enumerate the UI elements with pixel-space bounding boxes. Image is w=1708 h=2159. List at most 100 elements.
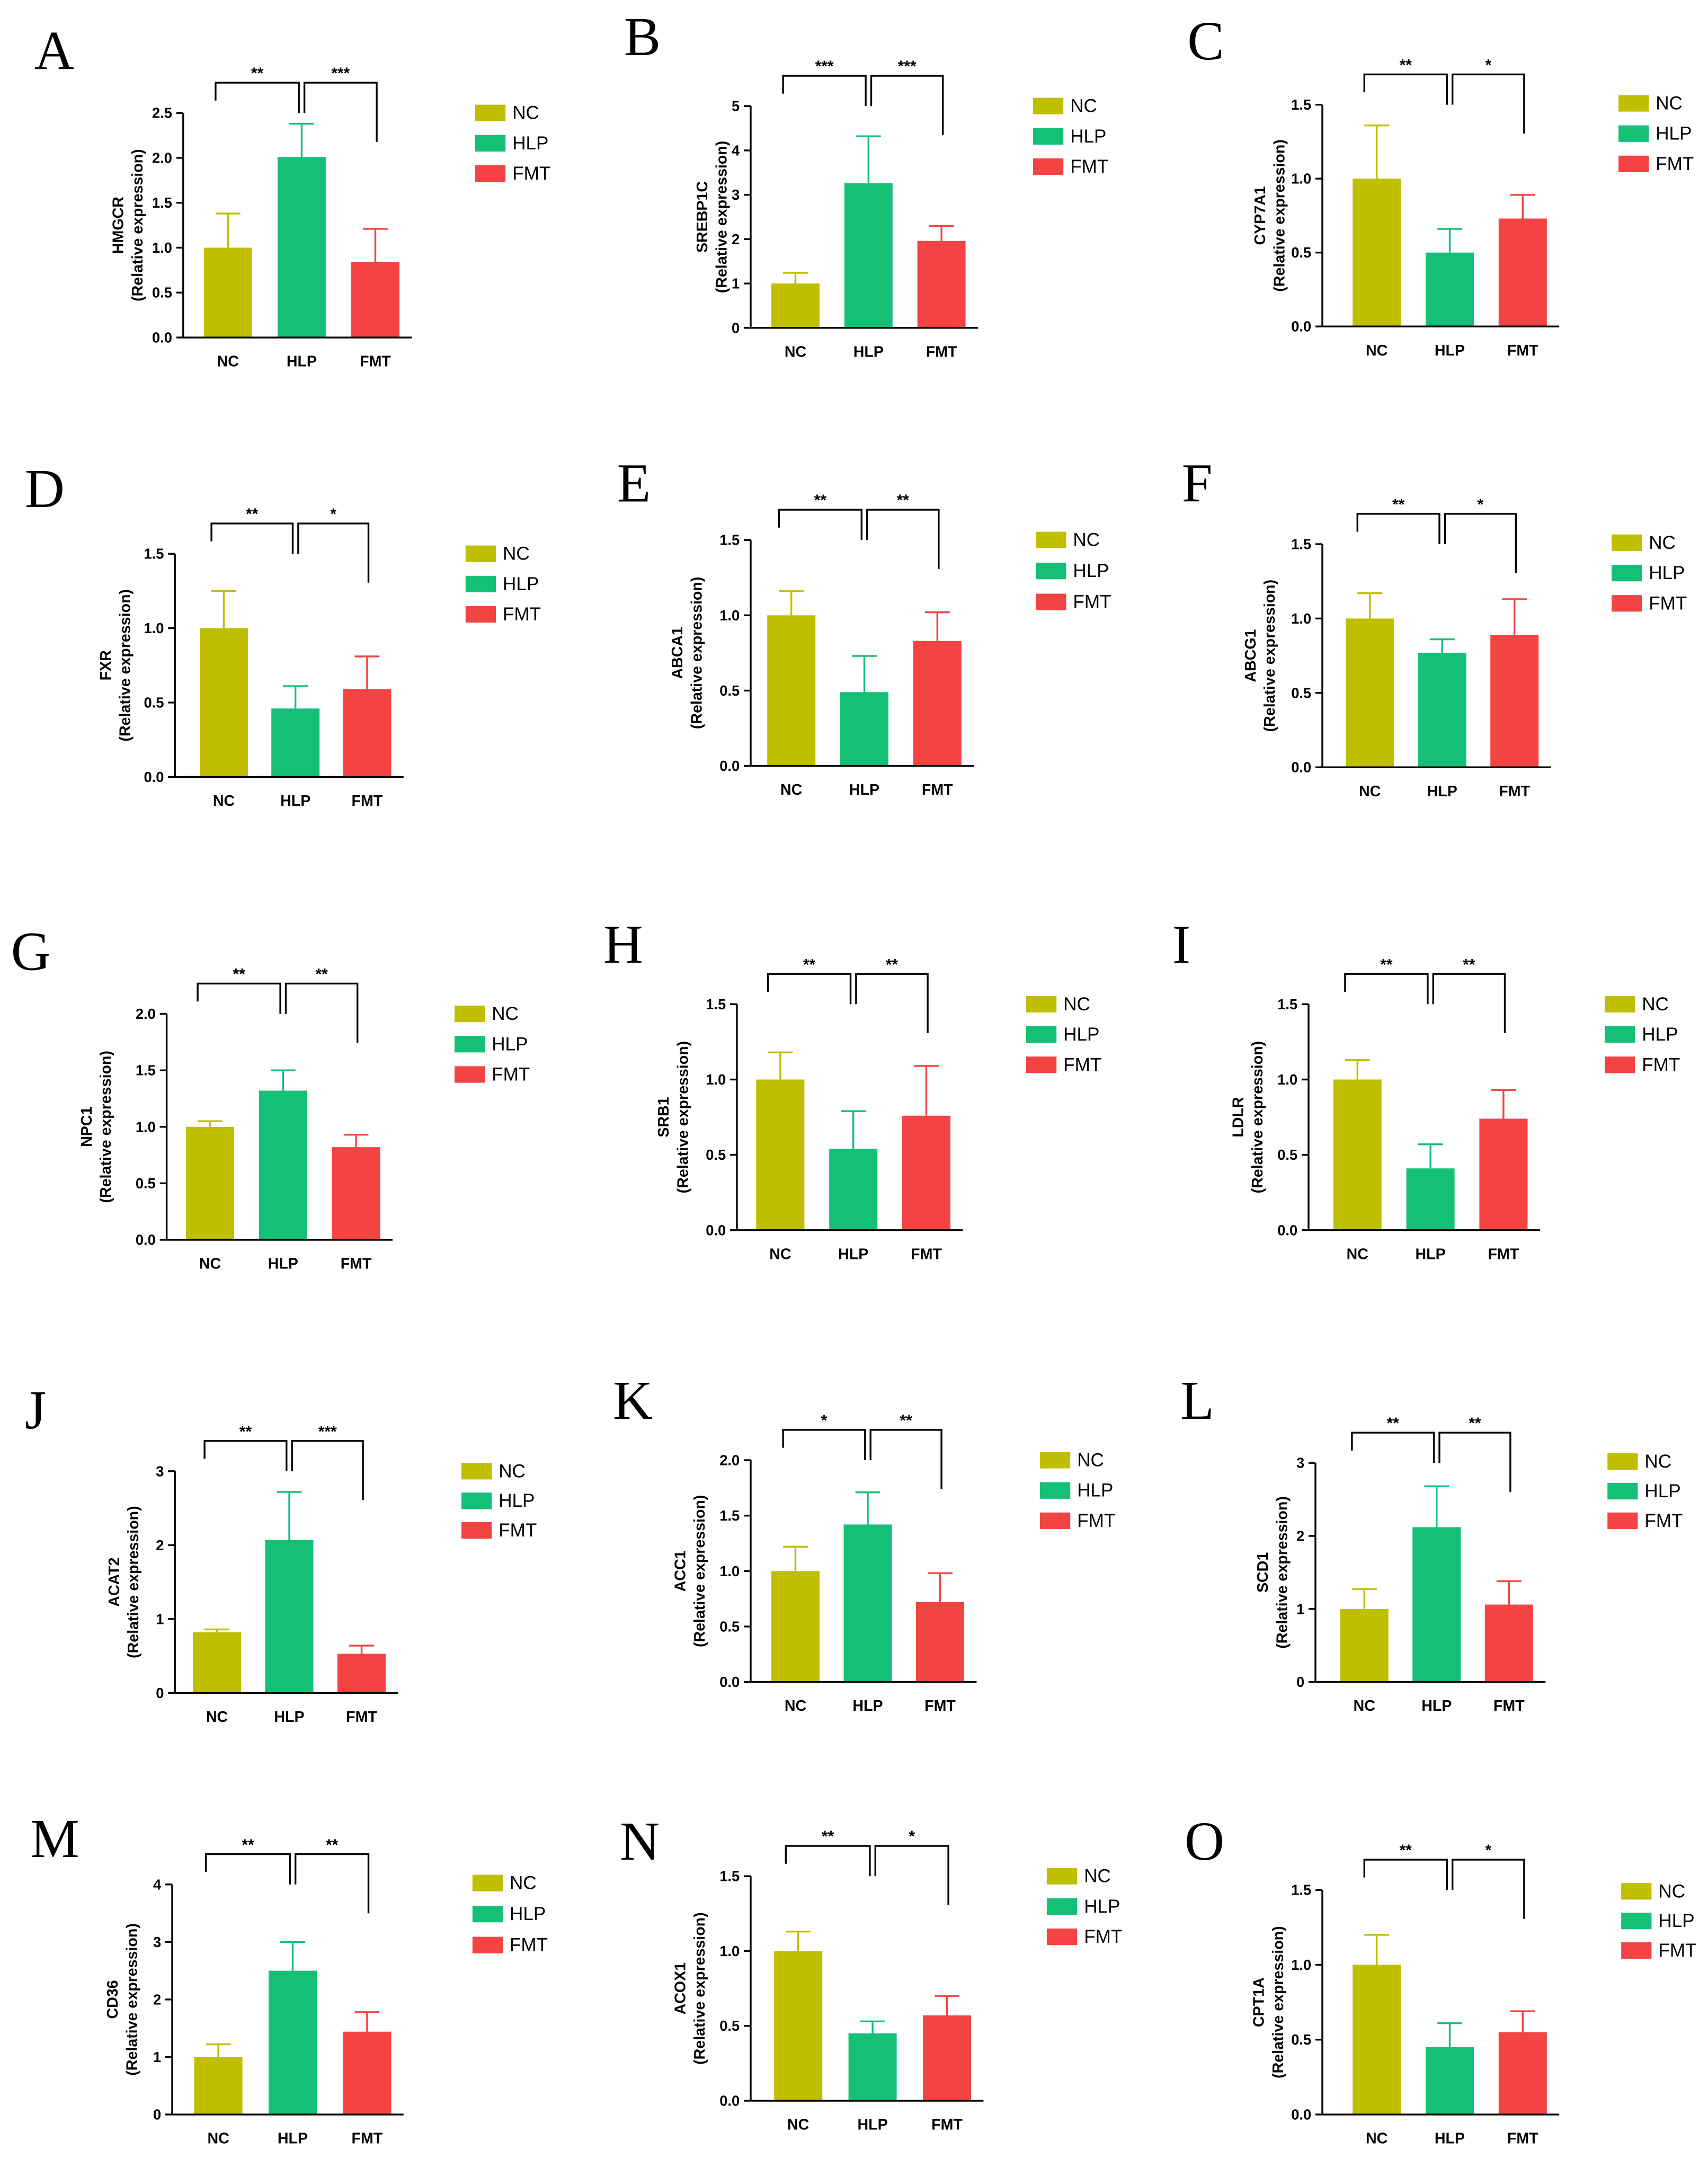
y-axis-label-unit: (Relative expression) — [691, 1912, 708, 2064]
legend-label: FMT — [1642, 1054, 1680, 1075]
significance-bracket — [870, 75, 944, 135]
error-bar-nc — [783, 1545, 808, 1571]
y-tick-label: 0.5 — [719, 682, 740, 699]
x-category-label: NC — [206, 1709, 228, 1726]
legend-swatch-hlp — [465, 575, 496, 593]
y-axis-label-gene: ACC1 — [672, 1550, 689, 1592]
error-bar-hlp — [1429, 638, 1455, 653]
y-axis-label-gene: CPT1A — [1250, 1977, 1267, 2027]
error-bar-nc — [198, 1120, 223, 1127]
significance-label: * — [821, 1412, 828, 1429]
panel-letter: G — [11, 921, 51, 982]
y-axis-label-unit: (Relative expression) — [124, 1923, 141, 2075]
error-bar-nc — [1364, 1934, 1390, 1965]
error-bar-hlp — [1437, 228, 1462, 253]
significance-label: * — [1478, 496, 1484, 513]
bar-fmt — [337, 1654, 386, 1693]
legend-swatch-nc — [1618, 95, 1649, 112]
bar-hlp — [840, 692, 888, 766]
y-axis-label-gene: HMGCR — [110, 197, 127, 254]
bar-hlp — [844, 183, 893, 328]
y-axis-label-gene: FXR — [97, 650, 114, 681]
x-category-label: HLP — [853, 343, 884, 360]
y-tick-label: 0.0 — [1277, 1222, 1297, 1238]
y-axis-label-unit: (Relative expression) — [1249, 1041, 1266, 1193]
error-bar-nc — [1345, 1059, 1370, 1080]
significance-bracket — [297, 522, 370, 583]
error-bar-nc — [1351, 1588, 1377, 1609]
significance-bracket — [866, 509, 940, 569]
significance-label: *** — [815, 58, 834, 75]
significance-label: ** — [1463, 956, 1475, 973]
y-tick-label: 5 — [732, 98, 740, 114]
panel-m: M CD36 (Relative expression) NC HLP FMT 0 1 2 3 4 *… — [30, 1808, 548, 2147]
y-tick-label: 3 — [153, 1934, 161, 1950]
legend-label: NC — [510, 1873, 537, 1894]
legend-label: HLP — [1649, 563, 1685, 583]
error-bar-fmt — [1510, 2010, 1535, 2032]
y-axis-label-unit: (Relative expression) — [691, 1495, 708, 1647]
x-category-label: HLP — [1427, 783, 1457, 800]
legend-label: NC — [503, 544, 530, 564]
y-tick-label: 0.0 — [1291, 318, 1311, 335]
bar-nc — [200, 628, 248, 777]
legend-label: NC — [1656, 93, 1683, 114]
y-axis-label-gene: ABCA1 — [669, 627, 686, 679]
y-tick-label: 1.5 — [1291, 96, 1311, 113]
panel-letter: A — [34, 20, 74, 81]
y-tick-label: 0.5 — [152, 285, 172, 301]
significance-bracket — [210, 522, 294, 554]
error-bar-fmt — [1510, 194, 1535, 219]
error-bar-nc — [215, 212, 241, 248]
error-bar-hlp — [270, 1069, 296, 1091]
error-bar-fmt — [935, 1995, 959, 2015]
legend-label: HLP — [1658, 1911, 1694, 1931]
y-axis-label-gene: SCD1 — [1255, 1552, 1271, 1593]
x-category-label: FMT — [346, 1709, 377, 1726]
legend-label: NC — [1070, 96, 1097, 117]
error-bar-fmt — [929, 225, 954, 241]
significance-label: ** — [822, 1828, 834, 1845]
legend-label: HLP — [1644, 1481, 1680, 1501]
legend-label: NC — [1649, 532, 1676, 553]
y-tick-label: 0.5 — [144, 695, 164, 711]
bar-hlp — [259, 1090, 307, 1240]
significance-bracket — [1344, 973, 1429, 1005]
y-tick-label: 0.0 — [1291, 759, 1311, 776]
significance-bracket — [778, 509, 862, 540]
panel-letter: I — [1172, 914, 1191, 975]
y-tick-label: 0.0 — [719, 758, 740, 774]
significance-label: ** — [242, 1836, 254, 1854]
x-category-label: HLP — [280, 793, 310, 810]
error-bar-hlp — [1437, 2022, 1462, 2047]
significance-bracket — [1356, 513, 1440, 545]
y-tick-label: 1 — [732, 276, 740, 292]
significance-bracket — [215, 82, 300, 113]
x-category-label: FMT — [352, 793, 383, 810]
y-tick-label: 1.5 — [706, 996, 726, 1012]
panel-letter: J — [25, 1380, 46, 1441]
panel-d: D FXR (Relative expression) NC HLP FMT 0.0 0.5 1… — [25, 458, 541, 810]
y-tick-label: 1.5 — [719, 1868, 740, 1885]
significance-bracket — [782, 1429, 866, 1461]
significance-label: * — [330, 505, 336, 523]
legend-swatch-hlp — [1033, 128, 1064, 145]
y-tick-label: 0.5 — [136, 1175, 156, 1192]
panel-letter: C — [1187, 11, 1224, 72]
y-tick-label: 2 — [1296, 1528, 1304, 1544]
x-category-label: FMT — [352, 2130, 383, 2147]
bar-fmt — [351, 262, 399, 338]
y-tick-label: 0.0 — [719, 1674, 740, 1690]
significance-label: ** — [1469, 1415, 1481, 1432]
y-tick-label: 1.0 — [152, 239, 172, 256]
x-category-label: FMT — [1493, 1698, 1525, 1714]
y-tick-label: 2.0 — [136, 1006, 156, 1022]
bar-fmt — [1498, 218, 1547, 327]
legend-swatch-hlp — [1047, 1898, 1078, 1915]
bar-hlp — [265, 1540, 314, 1693]
y-tick-label: 1.0 — [719, 1943, 740, 1959]
x-category-label: FMT — [926, 343, 957, 360]
significance-bracket — [1444, 513, 1517, 573]
x-category-label: FMT — [1507, 342, 1538, 359]
